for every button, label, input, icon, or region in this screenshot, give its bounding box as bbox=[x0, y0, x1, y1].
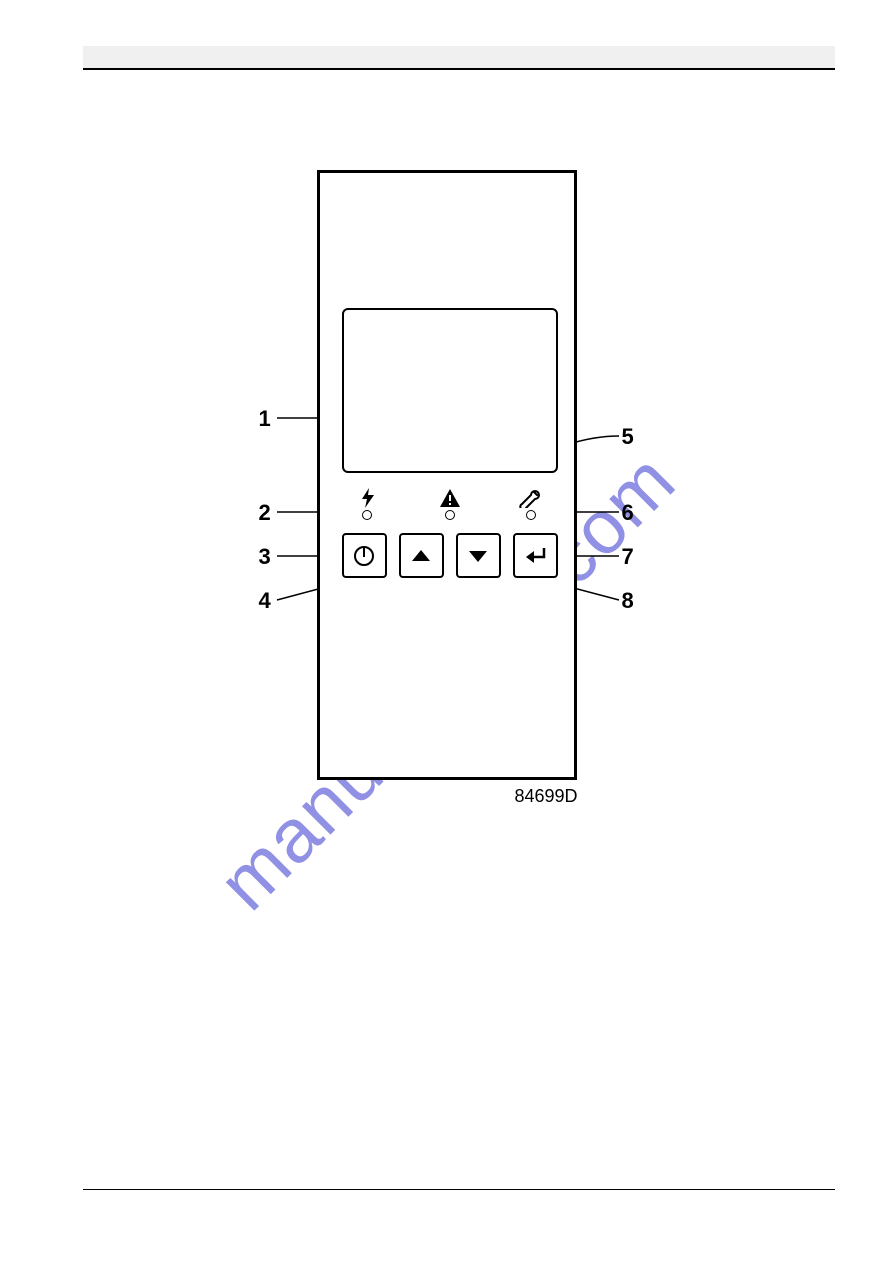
footer-rule bbox=[83, 1189, 835, 1190]
control-panel-diagram: 1 2 3 4 5 6 7 8 bbox=[167, 160, 727, 880]
header-bar bbox=[83, 46, 835, 70]
warning-icon bbox=[439, 488, 461, 508]
wrench-icon bbox=[518, 490, 540, 508]
up-button[interactable] bbox=[399, 533, 444, 578]
status-icon-row bbox=[320, 488, 574, 512]
led-voltage bbox=[362, 510, 372, 520]
power-icon bbox=[351, 543, 377, 569]
diagram-container: 1 2 3 4 5 6 7 8 bbox=[0, 160, 893, 880]
control-panel-device bbox=[317, 170, 577, 780]
page: manualshive.com 1 2 3 4 5 6 7 8 bbox=[0, 0, 893, 1263]
display-screen bbox=[342, 308, 558, 473]
power-button[interactable] bbox=[342, 533, 387, 578]
led-warning bbox=[445, 510, 455, 520]
enter-button[interactable] bbox=[513, 533, 558, 578]
led-service bbox=[526, 510, 536, 520]
down-arrow-icon bbox=[465, 543, 491, 569]
down-button[interactable] bbox=[456, 533, 501, 578]
figure-reference: 84699D bbox=[515, 786, 578, 807]
up-arrow-icon bbox=[408, 543, 434, 569]
enter-arrow-icon bbox=[521, 543, 549, 569]
lightning-icon bbox=[360, 488, 376, 508]
